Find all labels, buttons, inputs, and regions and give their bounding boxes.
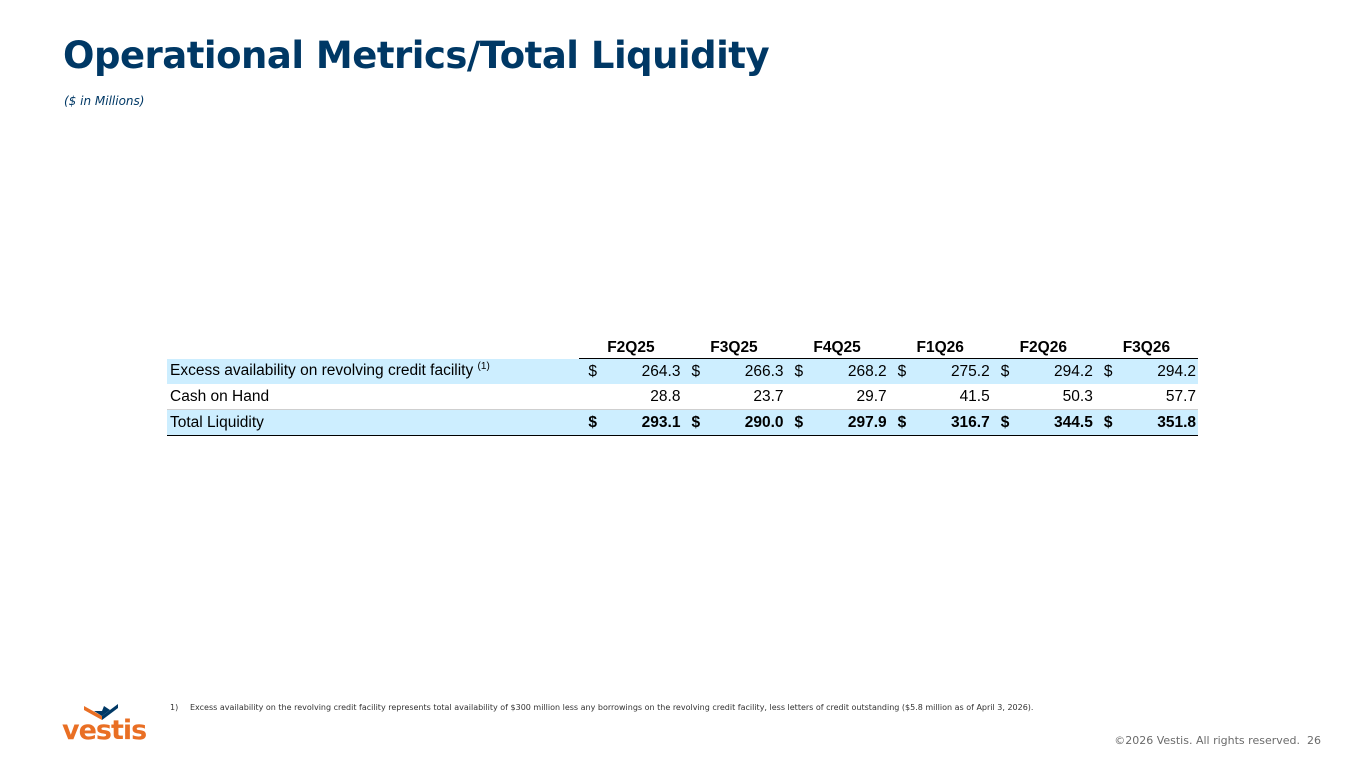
column-header: F1Q26 <box>888 338 992 359</box>
currency-spacer <box>1094 384 1119 410</box>
footnote: 1) Excess availability on the revolving c… <box>170 703 1033 712</box>
table-cell: 57.7 <box>1118 384 1198 410</box>
footnote-number: 1) <box>170 703 179 712</box>
currency-symbol: $ <box>785 358 810 384</box>
table-row-cash-on-hand: Cash on Hand 28.8 23.7 29.7 41.5 50.3 57… <box>167 384 1198 410</box>
table-cell: 268.2 <box>809 358 889 384</box>
currency-symbol: $ <box>888 358 913 384</box>
currency-symbol: $ <box>682 358 707 384</box>
row-label: Total Liquidity <box>167 409 580 436</box>
table-cell: 294.2 <box>1015 358 1095 384</box>
footnote-ref: (1) <box>477 361 490 373</box>
column-header: F4Q25 <box>785 338 889 359</box>
table-cell: 50.3 <box>1015 384 1095 410</box>
currency-spacer <box>888 384 913 410</box>
table-cell: 264.3 <box>603 358 683 384</box>
currency-symbol: $ <box>579 358 604 384</box>
column-header: F3Q26 <box>1094 338 1198 359</box>
header-spacer <box>167 338 579 359</box>
table-row-excess-availability: Excess availability on revolving credit … <box>167 358 1198 384</box>
logo-wordmark: vestis <box>62 715 147 746</box>
currency-symbol: $ <box>991 358 1016 384</box>
row-label: Excess availability on revolving credit … <box>167 358 580 384</box>
currency-symbol: $ <box>1094 358 1119 384</box>
chevron-logo-icon <box>84 704 118 720</box>
currency-spacer <box>682 384 707 410</box>
table-cell: 297.9 <box>809 409 889 436</box>
currency-spacer <box>579 384 604 410</box>
currency-symbol: $ <box>579 409 604 436</box>
currency-symbol: $ <box>1094 409 1119 436</box>
table-cell: 29.7 <box>809 384 889 410</box>
column-header: F2Q26 <box>991 338 1095 359</box>
currency-symbol: $ <box>682 409 707 436</box>
column-header: F3Q25 <box>682 338 786 359</box>
table-cell: 275.2 <box>912 358 992 384</box>
footnote-text: Excess availability on the revolving cre… <box>190 703 1034 712</box>
vestis-logo: vestis <box>62 702 147 748</box>
table-cell: 23.7 <box>706 384 786 410</box>
column-header: F2Q25 <box>579 338 683 359</box>
table-header-row: F2Q25 F3Q25 F4Q25 F1Q26 F2Q26 F3Q26 <box>167 338 1198 359</box>
currency-spacer <box>991 384 1016 410</box>
table-cell: 344.5 <box>1015 409 1095 436</box>
table-cell: 351.8 <box>1118 409 1198 436</box>
table-cell: 266.3 <box>706 358 786 384</box>
copyright-footer: ©2026 Vestis. All rights reserved. 26 <box>1114 734 1321 747</box>
table-cell: 290.0 <box>706 409 786 436</box>
liquidity-table: F2Q25 F3Q25 F4Q25 F1Q26 F2Q26 F3Q26 Exce… <box>167 338 1198 436</box>
row-label-text: Excess availability on revolving credit … <box>170 362 474 380</box>
table-cell: 294.2 <box>1118 358 1198 384</box>
slide-subtitle: ($ in Millions) <box>64 94 145 108</box>
table-cell: 293.1 <box>603 409 683 436</box>
table-cell: 28.8 <box>603 384 683 410</box>
slide-title: Operational Metrics/Total Liquidity <box>63 34 770 77</box>
currency-spacer <box>785 384 810 410</box>
page-number: 26 <box>1307 734 1321 747</box>
row-label: Cash on Hand <box>167 384 580 410</box>
copyright-text: ©2026 Vestis. All rights reserved. <box>1114 734 1300 747</box>
currency-symbol: $ <box>991 409 1016 436</box>
table-cell: 41.5 <box>912 384 992 410</box>
table-cell: 316.7 <box>912 409 992 436</box>
currency-symbol: $ <box>785 409 810 436</box>
currency-symbol: $ <box>888 409 913 436</box>
table-row-total-liquidity: Total Liquidity $ 293.1 $ 290.0 $ 297.9 … <box>167 409 1198 436</box>
